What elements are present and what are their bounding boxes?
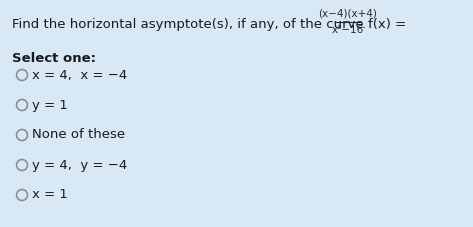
Text: y = 4,  y = −4: y = 4, y = −4 [32, 158, 127, 172]
Text: .: . [362, 18, 366, 31]
Text: (x−4)(x+4): (x−4)(x+4) [318, 8, 377, 18]
Text: x²−16: x²−16 [332, 25, 364, 35]
Text: None of these: None of these [32, 128, 125, 141]
Text: x = 4,  x = −4: x = 4, x = −4 [32, 69, 127, 81]
Text: y = 1: y = 1 [32, 99, 68, 111]
Text: Select one:: Select one: [12, 52, 96, 65]
Text: x = 1: x = 1 [32, 188, 68, 202]
Text: Find the horizontal asymptote(s), if any, of the curve f(x) =: Find the horizontal asymptote(s), if any… [12, 18, 411, 31]
